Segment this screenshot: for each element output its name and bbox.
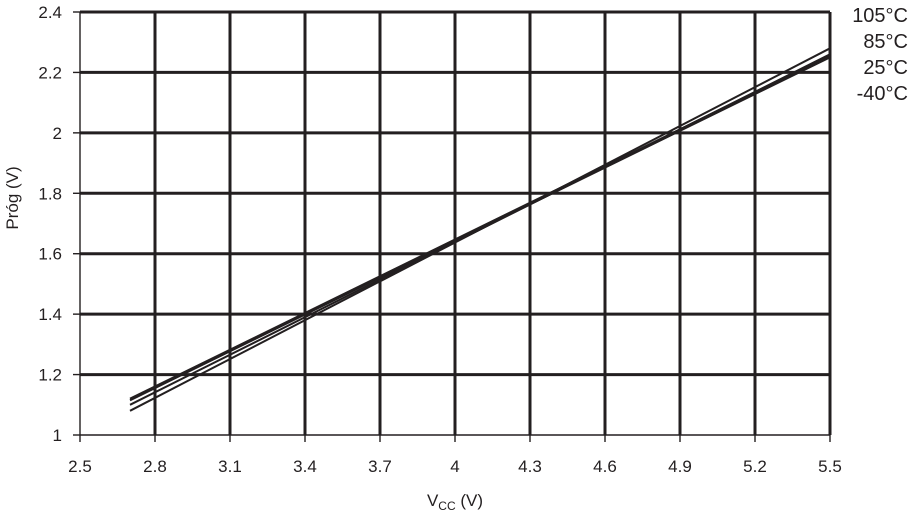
- x-tick-label: 4.6: [593, 457, 617, 476]
- x-tick-label: 3.7: [368, 457, 392, 476]
- y-tick-label: 1: [53, 426, 62, 445]
- y-axis-label: Próg (V): [3, 166, 22, 229]
- x-axis-label-main: V: [427, 491, 439, 510]
- y-tick-label: 2: [53, 124, 62, 143]
- grid: [73, 10, 832, 442]
- x-axis-label-unit: (V): [456, 491, 483, 510]
- x-tick-label: 4.3: [518, 457, 542, 476]
- legend-entry: 105°C: [852, 5, 908, 27]
- x-tick-labels: 2.5 2.8 3.1 3.4 3.7 4 4.3 4.6 4.9 5.2 5.5: [68, 457, 842, 476]
- legend: 105°C 85°C 25°C -40°C: [852, 5, 908, 105]
- y-tick-label: 1.2: [38, 366, 62, 385]
- legend-entry: 25°C: [863, 57, 908, 79]
- x-tick-label: 2.8: [143, 457, 167, 476]
- x-tick-label: 5.5: [818, 457, 842, 476]
- y-tick-label: 1.8: [38, 184, 62, 203]
- x-tick-label: 5.2: [743, 457, 767, 476]
- y-tick-label: 2.4: [38, 3, 62, 22]
- y-tick-label: 2.2: [38, 63, 62, 82]
- series-line: [129, 56, 831, 402]
- y-tick-label: 1.6: [38, 245, 62, 264]
- legend-entry: -40°C: [857, 83, 908, 105]
- y-tick-label: 1.4: [38, 305, 62, 324]
- legend-entry: 85°C: [863, 31, 908, 53]
- x-tick-label: 2.5: [68, 457, 92, 476]
- x-tick-label: 4: [450, 457, 459, 476]
- x-axis-label-subscript: CC: [438, 499, 456, 513]
- y-tick-labels: 1 1.2 1.4 1.6 1.8 2 2.2 2.4: [38, 3, 62, 445]
- series-lines: [129, 47, 831, 412]
- x-tick-label: 3.1: [218, 457, 242, 476]
- x-axis-label: VCC (V): [427, 491, 483, 513]
- x-tick-label: 3.4: [293, 457, 317, 476]
- series-line: [129, 54, 831, 400]
- x-tick-label: 4.9: [668, 457, 692, 476]
